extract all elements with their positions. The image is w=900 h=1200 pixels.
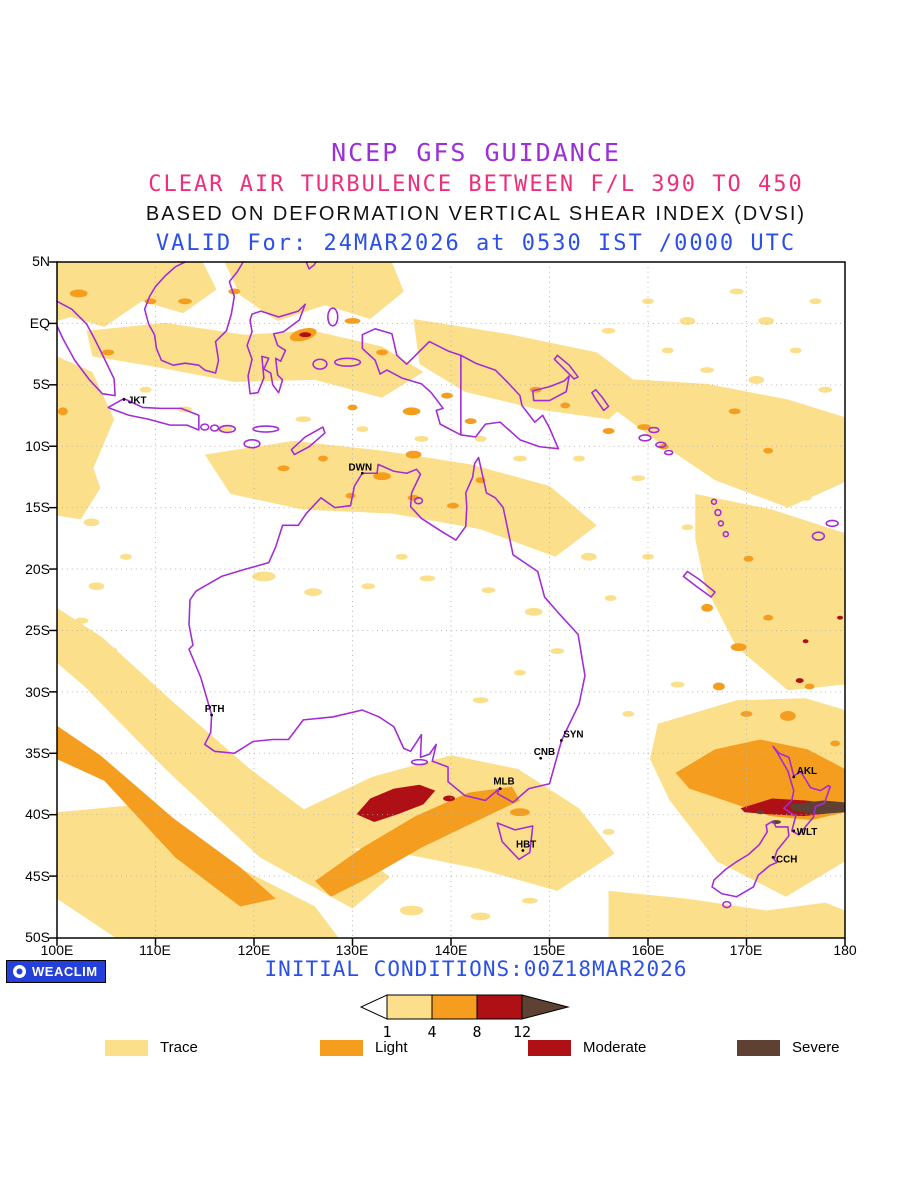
- lat-label: 5N: [32, 253, 50, 269]
- lat-label: 50S: [25, 929, 50, 945]
- lon-label: 150E: [532, 942, 566, 958]
- city-label: PTH: [205, 704, 225, 715]
- lat-label: 5S: [32, 376, 50, 392]
- city-label: MLB: [493, 777, 514, 788]
- city-melbourne: MLB: [493, 777, 515, 791]
- turbulence-map: JKT DWN PTH SYN CNB: [49, 261, 846, 946]
- city-label: DWN: [349, 462, 373, 473]
- subtitle-turbulence-range: CLEAR AIR TURBULENCE BETWEEN F/L 390 TO …: [148, 172, 804, 197]
- lon-label: 100E: [40, 942, 74, 958]
- axis-ticks: [49, 261, 846, 946]
- page-title: NCEP GFS GUIDANCE: [331, 138, 621, 167]
- map-area: JKT DWN PTH SYN CNB: [49, 261, 846, 946]
- city-label: SYN: [563, 730, 583, 741]
- city-canberra: CNB: [534, 747, 555, 760]
- lat-label: EQ: [29, 315, 50, 331]
- lat-label: 45S: [25, 868, 50, 884]
- lon-label: 180: [833, 942, 857, 958]
- lat-label: 25S: [25, 622, 50, 638]
- valid-time-line: VALID For: 24MAR2026 at 0530 IST /0000 U…: [155, 231, 797, 256]
- map-frame: [56, 261, 846, 939]
- legend-label-trace: Trace: [160, 1039, 198, 1056]
- scale-arrow-left: [359, 994, 388, 1020]
- subtitle-method: BASED ON DEFORMATION VERTICAL SHEAR INDE…: [145, 203, 807, 225]
- city-jakarta: JKT: [122, 395, 147, 406]
- city-label: CNB: [534, 747, 555, 758]
- weaclim-logo-icon: [13, 965, 26, 978]
- legend-swatch-severe: [737, 1040, 780, 1056]
- lon-label: 160E: [631, 942, 665, 958]
- lon-label: 120E: [237, 942, 271, 958]
- lat-label: 10S: [25, 438, 50, 454]
- turbulence-light-layer: [57, 288, 845, 907]
- scale-tick: 12: [513, 1023, 531, 1041]
- legend-label-light: Light: [375, 1039, 408, 1056]
- scale-segment-trace: [386, 994, 433, 1020]
- city-hobart: HBT: [516, 840, 536, 852]
- lon-label: 130E: [335, 942, 369, 958]
- city-label: AKL: [797, 766, 817, 777]
- legend-label-moderate: Moderate: [583, 1039, 647, 1056]
- scale-arrow-right-severe: [521, 994, 570, 1020]
- scale-segment-light: [431, 994, 478, 1020]
- initial-conditions-line: INITIAL CONDITIONS:00Z18MAR2026: [264, 957, 688, 981]
- lat-label: 20S: [25, 561, 50, 577]
- city-labels: JKT DWN PTH SYN CNB: [122, 395, 817, 865]
- legend-swatch-moderate: [528, 1040, 571, 1056]
- graticule: [57, 262, 845, 938]
- coastlines: [56, 261, 839, 909]
- city-auckland: AKL: [792, 766, 817, 779]
- legend-label-severe: Severe: [792, 1039, 840, 1056]
- city-label: HBT: [516, 840, 536, 851]
- city-christchurch: CCH: [771, 854, 797, 865]
- color-scale-svg: 1 4 8 12: [359, 994, 570, 1041]
- legend-swatch-trace: [105, 1040, 148, 1056]
- weaclim-logo-text: WEACLIM: [32, 964, 98, 979]
- city-label: JKT: [128, 395, 147, 406]
- weaclim-logo: WEACLIM: [6, 960, 106, 983]
- lon-label: 110E: [139, 942, 171, 958]
- city-wellington: WLT: [792, 827, 817, 838]
- color-scale-bar: 1 4 8 12: [357, 992, 571, 1046]
- scale-segment-moderate: [476, 994, 523, 1020]
- lat-label: 35S: [25, 745, 50, 761]
- lat-label: 30S: [25, 684, 50, 700]
- scale-tick: 4: [427, 1023, 436, 1041]
- legend-swatch-light: [320, 1040, 363, 1056]
- lat-label: 15S: [25, 499, 50, 515]
- scale-tick: 1: [382, 1023, 391, 1041]
- lat-label: 40S: [25, 806, 50, 822]
- lon-label: 170E: [729, 942, 763, 958]
- city-perth: PTH: [205, 704, 225, 717]
- lon-label: 140E: [434, 942, 468, 958]
- city-label: WLT: [797, 827, 818, 838]
- city-sydney: SYN: [559, 730, 584, 742]
- scale-tick: 8: [472, 1023, 481, 1041]
- city-label: CCH: [776, 854, 797, 865]
- city-darwin: DWN: [349, 462, 373, 475]
